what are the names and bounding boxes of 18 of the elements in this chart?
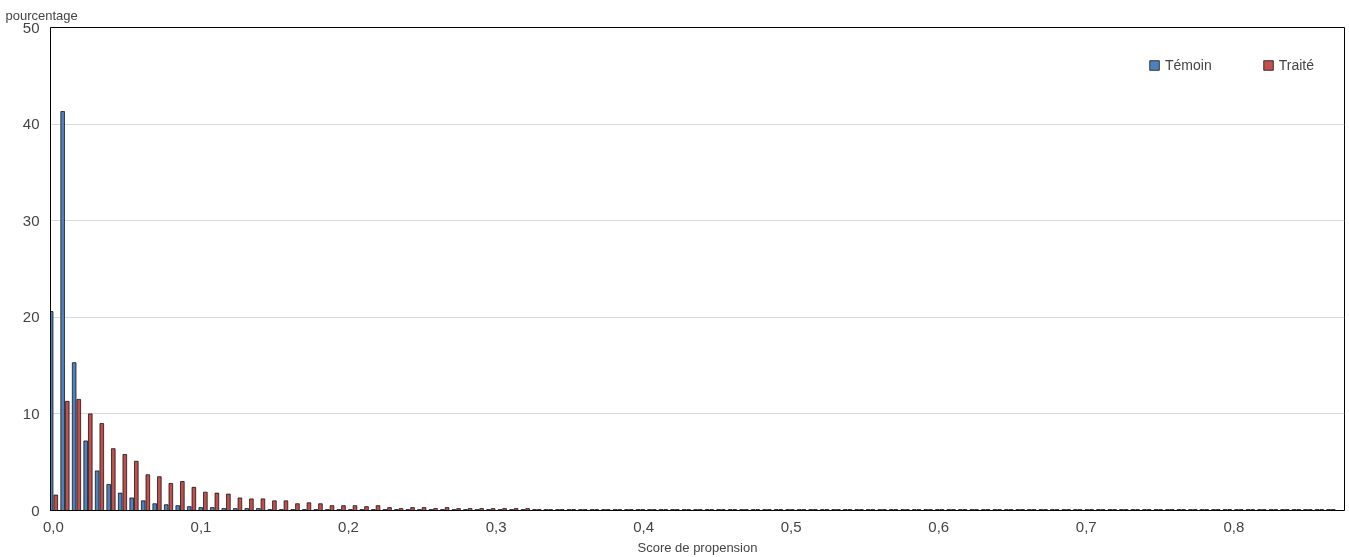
x-tick-label: 0,4 [633,517,655,535]
y-tick-label: 20 [22,308,40,326]
x-tick-label: 0,1 [190,517,212,535]
y-tick-label: 30 [22,211,40,229]
x-tick-label: 0,2 [338,517,359,535]
y-tick-label: 0 [31,501,40,519]
x-tick-label: 0,0 [43,517,64,535]
x-tick-label: 0,7 [1075,517,1097,535]
y-tick-label: 40 [22,115,40,133]
x-axis-title: Score de propension [637,539,758,555]
x-tick-label: 0,5 [780,517,802,535]
legend-label: Traité [1278,57,1314,73]
x-tick-label: 0,8 [1223,517,1245,535]
legend-label: Témoin [1165,57,1212,73]
x-tick-label: 0,6 [928,517,950,535]
y-tick-label: 10 [22,404,40,422]
y-axis-title: pourcentage [5,7,78,23]
x-tick-label: 0,3 [485,517,507,535]
